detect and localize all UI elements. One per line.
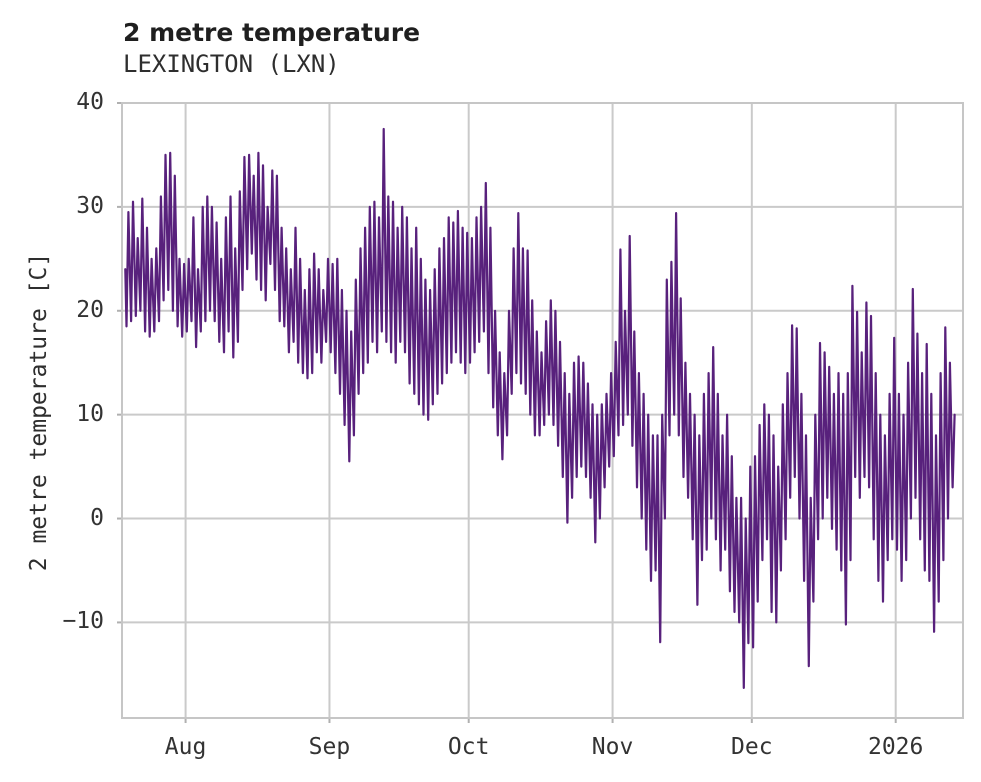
y-tick-label: −10: [62, 608, 104, 635]
x-tick-label: Sep: [308, 734, 351, 760]
x-tick-label: Aug: [164, 734, 207, 760]
y-tick-label: 20: [76, 296, 104, 323]
temperature-line: [124, 127, 956, 690]
x-tick-label: Nov: [591, 734, 634, 760]
panel-border: [121, 102, 964, 719]
x-tick-label: Dec: [731, 734, 773, 760]
y-tick-label: 10: [76, 400, 104, 427]
x-tick-label: 2026: [867, 734, 924, 760]
x-tick-label: Oct: [447, 734, 490, 760]
y-tick-label: 30: [76, 192, 104, 219]
chart-title: 2 metre temperature: [123, 18, 421, 47]
chart-subtitle: LEXINGTON (LXN): [123, 50, 340, 78]
y-tick-label: 0: [90, 504, 104, 531]
y-tick-label: 40: [76, 89, 104, 115]
